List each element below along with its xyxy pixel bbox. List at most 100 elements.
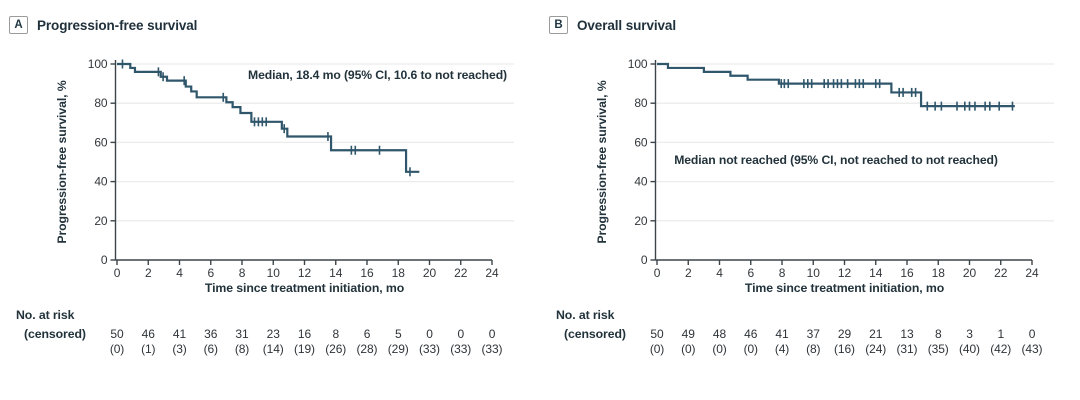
x-tick-label: 16	[900, 266, 914, 280]
x-tick-label: 0	[114, 266, 121, 280]
panel-overall-survival: B Overall survival 0 20 40 60 80 100 Progressi…	[540, 0, 1080, 400]
gridlines	[655, 63, 1054, 222]
censored-value: (31)	[897, 342, 918, 356]
x-tick-label: 6	[207, 266, 214, 280]
at-risk-value: 41	[775, 327, 789, 341]
x-tick-label: 16	[360, 266, 374, 280]
x-tick-label: 18	[932, 266, 946, 280]
x-tick-label: 14	[329, 266, 343, 280]
y-tick-label: 40	[94, 175, 108, 189]
x-tick-label: 24	[485, 266, 499, 280]
x-tick-label: 22	[454, 266, 468, 280]
x-tick-label: 12	[838, 266, 852, 280]
censored-value: (28)	[357, 342, 378, 356]
at-risk-value: 6	[364, 327, 371, 341]
censor-marks	[780, 79, 1014, 111]
panel-progression-free-survival: A Progression-free survival 0 20 40 60 80 100…	[9, 16, 514, 356]
x-tick-label: 8	[239, 266, 246, 280]
at-risk-value: 46	[744, 327, 758, 341]
censored-value: (43)	[1022, 342, 1043, 356]
x-tick-label: 20	[963, 266, 977, 280]
at-risk-value: 37	[807, 327, 821, 341]
panel-b-header: B Overall survival	[549, 16, 676, 34]
censored-value: (24)	[865, 342, 886, 356]
censored-value: (0)	[681, 342, 695, 356]
x-tick-label: 2	[685, 266, 692, 280]
at-risk-value: 0	[457, 327, 464, 341]
x-tick-label: 14	[869, 266, 883, 280]
censored-value: (40)	[959, 342, 980, 356]
censored-value: (1)	[141, 342, 155, 356]
at-risk-value: 8	[935, 327, 942, 341]
censored-value: (8)	[806, 342, 820, 356]
censored-value: (8)	[235, 342, 249, 356]
y-axis: 0 20 40 60 80 100 Progression-free survival, %	[595, 57, 657, 267]
at-risk-value: 31	[235, 327, 249, 341]
censored-value: (16)	[834, 342, 855, 356]
at-risk-value: 8	[332, 327, 339, 341]
y-tick-label: 60	[94, 135, 108, 149]
at-risk-value: 0	[1029, 327, 1036, 341]
y-tick-label: 0	[641, 253, 648, 267]
at-risk-value: 1	[997, 327, 1004, 341]
censored-value: (33)	[419, 342, 440, 356]
at-risk-value: 23	[267, 327, 281, 341]
x-tick-label: 8	[779, 266, 786, 280]
censored-value: (29)	[388, 342, 409, 356]
x-tick-label: 2	[145, 266, 152, 280]
at-risk-value: 5	[395, 327, 402, 341]
censored-value: (14)	[263, 342, 284, 356]
y-tick-label: 100	[628, 57, 648, 71]
x-tick-label: 4	[716, 266, 723, 280]
panel-a-title: Progression-free survival	[37, 17, 198, 33]
at-risk-value: 50	[110, 327, 124, 341]
at-risk-value: 46	[142, 327, 156, 341]
y-axis-label: Progression-free survival, %	[595, 80, 609, 243]
x-tick-label: 18	[392, 266, 406, 280]
censored-value: (0)	[712, 342, 726, 356]
risk-row1-label: No. at risk	[16, 308, 75, 322]
panel-b-title: Overall survival	[577, 17, 676, 33]
km-curve	[117, 62, 420, 173]
x-tick-label: 6	[747, 266, 754, 280]
x-tick-label: 24	[1025, 266, 1039, 280]
x-tick-label: 10	[807, 266, 821, 280]
at-risk-value: 50	[650, 327, 664, 341]
at-risk-value: 13	[900, 327, 914, 341]
panel-a-letter: A	[9, 16, 28, 34]
median-annotation: Median, 18.4 mo (95% CI, 10.6 to not rea…	[248, 68, 507, 82]
x-tick-label: 0	[654, 266, 661, 280]
x-tick-label: 12	[298, 266, 312, 280]
y-tick-label: 60	[634, 135, 648, 149]
censored-value: (4)	[775, 342, 789, 356]
censored-value: (19)	[294, 342, 315, 356]
risk-table: No. at risk(censored) 50(0)46(1)41(3)36(6…	[16, 308, 503, 356]
at-risk-value: 3	[966, 327, 973, 341]
x-tick-label: 10	[267, 266, 281, 280]
y-tick-label: 100	[88, 57, 108, 71]
gridlines	[115, 63, 514, 222]
at-risk-value: 21	[869, 327, 883, 341]
y-tick-label: 80	[634, 96, 648, 110]
censored-value: (0)	[744, 342, 758, 356]
y-axis: 0 20 40 60 80 100 Progression-free survival, %	[55, 57, 117, 267]
risk-row2-label: (censored)	[24, 327, 86, 341]
at-risk-value: 49	[682, 327, 696, 341]
y-tick-label: 40	[634, 175, 648, 189]
censored-value: (26)	[325, 342, 346, 356]
x-tick-label: 20	[423, 266, 437, 280]
x-axis-label: Time since treatment initiation, mo	[205, 281, 405, 295]
at-risk-value: 41	[173, 327, 187, 341]
censored-value: (42)	[990, 342, 1011, 356]
censored-value: (33)	[482, 342, 503, 356]
risk-table: No. at risk(censored) 50(0)49(0)48(0)46(0…	[556, 308, 1043, 356]
at-risk-value: 48	[713, 327, 727, 341]
censored-value: (0)	[110, 342, 124, 356]
censored-value: (0)	[650, 342, 664, 356]
censored-value: (6)	[204, 342, 218, 356]
at-risk-value: 36	[204, 327, 218, 341]
